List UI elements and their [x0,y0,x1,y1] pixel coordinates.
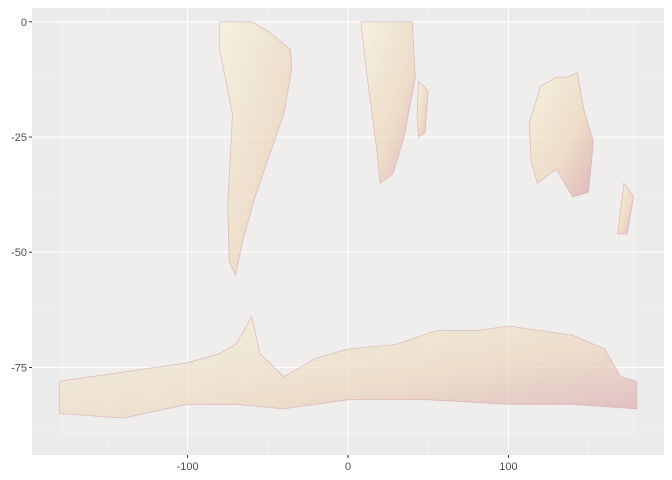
raster-region-new-zealand [617,182,634,235]
raster-region-antarctica [58,315,638,419]
raster-region-south-america [219,21,293,277]
x-tick-label: 100 [499,461,517,473]
y-tick-label: -50 [11,247,27,259]
raster-regions [58,21,638,419]
raster-region-australia [528,71,594,198]
raster-region-madagascar [416,80,429,138]
x-tick-label: 0 [345,461,351,473]
y-tick-label: 0 [21,17,27,29]
y-axis: 0 -25 -50 -75 [11,17,32,374]
y-tick-label: -25 [11,132,27,144]
raster-region-africa [360,21,416,184]
x-tick-label: -100 [177,461,199,473]
y-tick-label: -75 [11,362,27,374]
x-axis: -100 0 100 [177,455,518,473]
